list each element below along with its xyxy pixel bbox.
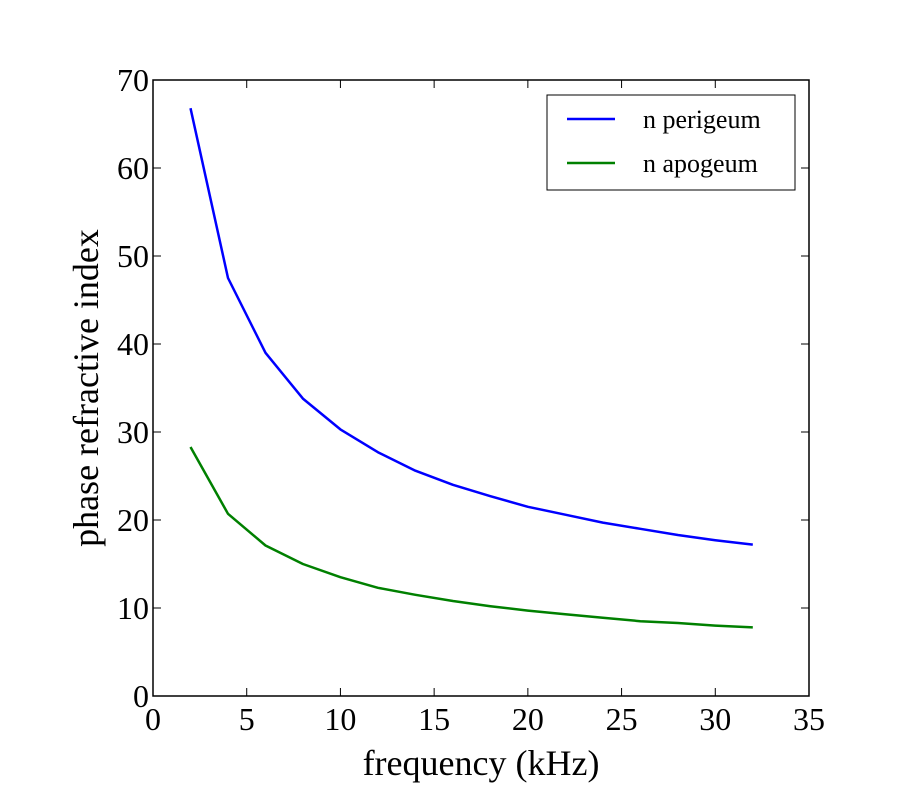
y-tick-label: 30 — [117, 414, 149, 450]
series-line-2 — [189, 446, 753, 629]
plot-lines — [189, 107, 753, 629]
x-tick-label: 10 — [324, 701, 356, 737]
x-tick-label: 20 — [512, 701, 544, 737]
x-tick-label: 5 — [239, 701, 255, 737]
x-tick-label: 15 — [418, 701, 450, 737]
x-tick-label: 25 — [606, 701, 638, 737]
y-tick-label: 20 — [117, 502, 149, 538]
y-tick-label: 0 — [133, 678, 149, 714]
y-tick-label: 40 — [117, 326, 149, 362]
x-tick-label: 35 — [793, 701, 825, 737]
y-tick-label: 60 — [117, 150, 149, 186]
axes-frame — [152, 79, 810, 697]
y-tick-label: 10 — [117, 590, 149, 626]
y-axis-label: phase refractive index — [66, 229, 106, 547]
x-tick-label: 30 — [699, 701, 731, 737]
legend-label-1: n perigeum — [643, 105, 761, 134]
series-line-1 — [189, 107, 753, 546]
tick-labels: 0 5 10 15 20 25 30 35 0 10 20 30 40 50 60 70 — [117, 62, 825, 737]
y-tick-label: 50 — [117, 238, 149, 274]
x-axis-label: frequency (kHz) — [363, 743, 600, 783]
y-tick-label: 70 — [117, 62, 149, 98]
legend-box — [546, 94, 796, 191]
legend: n perigeum n apogeum — [546, 94, 796, 191]
legend-label-2: n apogeum — [643, 149, 758, 178]
x-tick-label: 0 — [145, 701, 161, 737]
